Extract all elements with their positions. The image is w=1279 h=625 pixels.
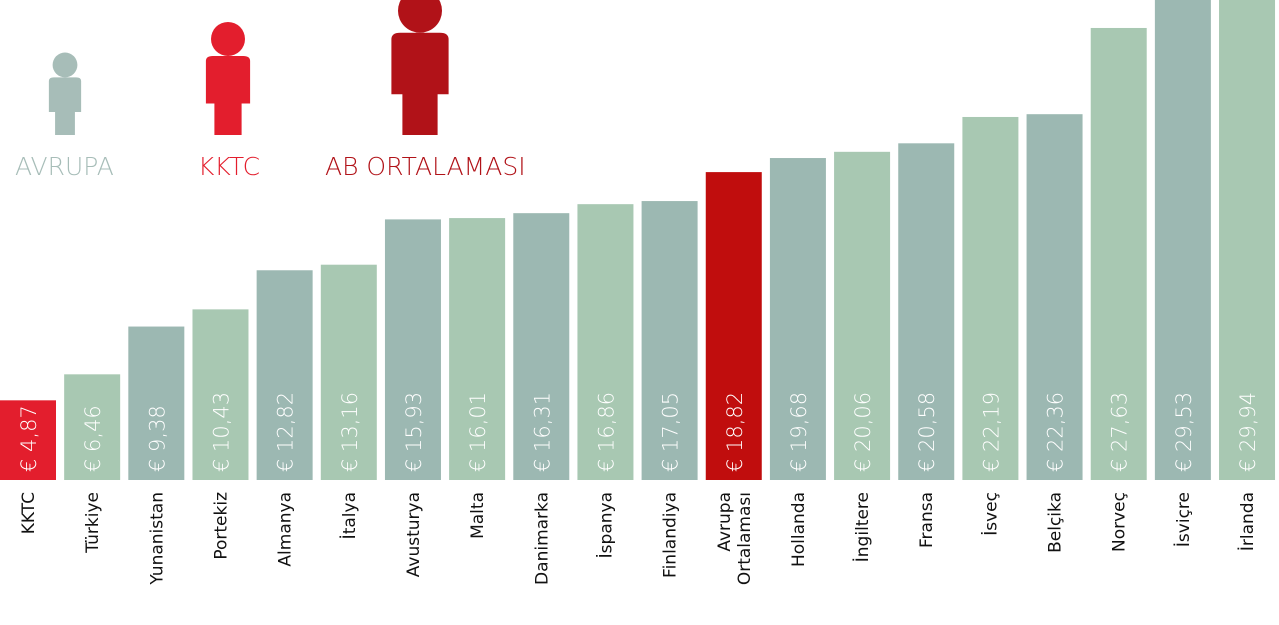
icon-head bbox=[398, 0, 442, 33]
value-label: € 27,63 bbox=[1108, 392, 1132, 472]
legend-icon bbox=[391, 0, 449, 136]
bar bbox=[256, 270, 313, 480]
bar bbox=[1026, 114, 1083, 480]
value-label: € 10,43 bbox=[209, 392, 233, 472]
bar bbox=[577, 204, 634, 480]
legend-label: KKTC bbox=[198, 152, 260, 181]
bar bbox=[128, 326, 185, 480]
icon-body bbox=[391, 32, 449, 136]
x-tick-label: Hollanda bbox=[789, 492, 809, 567]
value-label: € 17,05 bbox=[659, 392, 683, 472]
value-label: € 22,36 bbox=[1044, 392, 1068, 472]
icon-head bbox=[211, 21, 245, 56]
value-label: € 13,16 bbox=[338, 392, 362, 472]
icon-body bbox=[48, 77, 82, 135]
value-label: € 29,94 bbox=[1236, 392, 1260, 472]
bar bbox=[962, 116, 1019, 480]
bar bbox=[1219, 0, 1276, 480]
icon-head bbox=[52, 52, 78, 78]
value-label: € 4,87 bbox=[17, 405, 41, 472]
x-tick-label: İsveç bbox=[980, 492, 1001, 536]
x-tick-label: Avusturya bbox=[404, 492, 424, 577]
x-tick-label: Yunanistan bbox=[147, 492, 167, 586]
x-tick-label: Malta bbox=[468, 492, 488, 539]
bar bbox=[513, 213, 570, 480]
value-label: € 22,19 bbox=[979, 392, 1003, 472]
x-tick-label: Fransa bbox=[917, 492, 937, 548]
value-label: € 9,38 bbox=[145, 405, 169, 472]
bar bbox=[449, 218, 506, 480]
bar bbox=[0, 400, 56, 480]
bar bbox=[384, 219, 441, 480]
legend-label: AVRUPA bbox=[15, 152, 114, 181]
value-label: € 18,82 bbox=[723, 392, 747, 472]
bar bbox=[1090, 27, 1147, 480]
bar bbox=[320, 264, 377, 480]
legend-icon bbox=[205, 21, 251, 136]
value-label: € 19,68 bbox=[787, 392, 811, 472]
x-tick-label: Finlandiya bbox=[661, 492, 681, 578]
value-label: € 20,58 bbox=[915, 392, 939, 472]
x-tick-label: Almanya bbox=[276, 492, 296, 567]
legend-icon bbox=[48, 52, 82, 135]
icon-body bbox=[205, 55, 251, 136]
value-label: € 12,82 bbox=[274, 392, 298, 472]
x-tick-label: Portekiz bbox=[211, 492, 231, 560]
x-tick-label: İtalya bbox=[339, 492, 360, 539]
bar bbox=[769, 158, 826, 480]
x-tick-label: AvrupaOrtalaması bbox=[715, 492, 755, 585]
value-label: € 29,53 bbox=[1172, 392, 1196, 472]
x-tick-label: İspanya bbox=[595, 492, 616, 558]
x-tick-label: İngiltere bbox=[852, 492, 873, 562]
bar bbox=[641, 201, 698, 480]
x-tick-label: Danimarka bbox=[532, 492, 552, 585]
x-tick-label: Belçika bbox=[1046, 492, 1066, 553]
bar bbox=[192, 309, 249, 480]
x-tick-label: İrlanda bbox=[1237, 492, 1258, 551]
bar bbox=[64, 374, 121, 480]
x-tick-label: KKTC bbox=[19, 492, 39, 534]
x-tick-label: İsviçre bbox=[1173, 492, 1194, 547]
x-tick-label: Norveç bbox=[1110, 492, 1130, 552]
bar bbox=[834, 151, 891, 480]
x-tick-label: Türkiye bbox=[83, 492, 103, 554]
value-label: € 6,46 bbox=[81, 405, 105, 472]
bar bbox=[1154, 0, 1211, 481]
value-label: € 15,93 bbox=[402, 392, 426, 472]
bar bbox=[705, 172, 762, 480]
legend-label: AB ORTALAMASI bbox=[325, 152, 526, 181]
value-label: € 20,06 bbox=[851, 392, 875, 472]
value-label: € 16,31 bbox=[530, 392, 554, 472]
bar bbox=[898, 143, 955, 480]
value-label: € 16,01 bbox=[466, 392, 490, 472]
value-label: € 16,86 bbox=[594, 392, 618, 472]
